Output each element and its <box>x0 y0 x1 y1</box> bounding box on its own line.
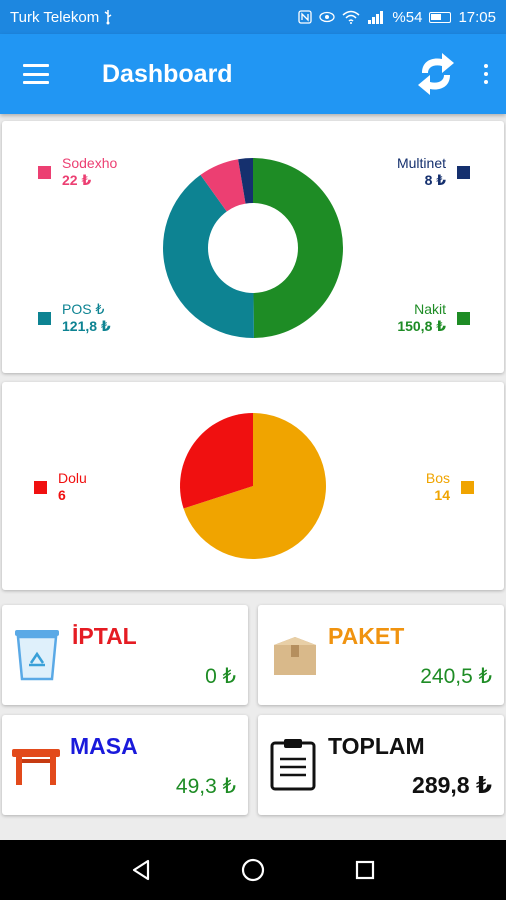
toplam-tile[interactable]: TOPLAM 289,8 ₺ <box>258 715 504 815</box>
tile-value: 49,3 ₺ <box>175 775 236 798</box>
legend-value: 150,8 ₺ <box>397 318 446 334</box>
system-nav-bar <box>0 840 506 900</box>
iptal-tile[interactable]: İPTAL 0 ₺ <box>2 605 248 705</box>
legend-nakit: Nakit 150,8 ₺ <box>397 301 470 335</box>
tile-label: TOPLAM <box>328 733 425 759</box>
pie-slice-sodexho[interactable] <box>200 159 246 212</box>
pie-slice-pos[interactable] <box>163 174 254 338</box>
pie-slice-nakit[interactable] <box>253 158 344 338</box>
clock: 17:05 <box>458 8 496 26</box>
legend-value: 8 ₺ <box>424 172 446 188</box>
legend-dolu: Dolu 6 <box>34 470 87 504</box>
legend-swatch <box>38 311 51 325</box>
table-occupancy-chart-card: Dolu 6 Bos 14 <box>2 382 504 590</box>
pie-slice-bos[interactable] <box>183 413 326 559</box>
wifi-icon <box>342 10 360 24</box>
battery-percent: %54 <box>392 8 423 26</box>
signal-icon <box>368 11 384 24</box>
home-icon <box>241 858 265 882</box>
home-button[interactable] <box>197 840 309 900</box>
battery-icon <box>429 11 452 23</box>
tile-value: 240,5 ₺ <box>420 665 492 688</box>
tile-value: 289,8 ₺ <box>412 772 492 798</box>
tile-value: 0 ₺ <box>205 665 236 688</box>
table-occupancy-pie-chart[interactable] <box>2 382 504 590</box>
legend-label: Sodexho <box>62 155 118 171</box>
paket-tile[interactable]: PAKET 240,5 ₺ <box>258 605 504 705</box>
app-bar: Dashboard <box>0 34 506 114</box>
menu-button[interactable] <box>0 34 72 114</box>
clipboard-icon <box>270 739 316 791</box>
legend-label: Dolu <box>58 470 87 486</box>
back-icon <box>132 859 150 881</box>
refresh-icon <box>418 53 454 95</box>
recents-button[interactable] <box>309 840 421 900</box>
tile-label: İPTAL <box>72 623 137 649</box>
legend-value: 22 ₺ <box>62 172 92 188</box>
legend-swatch <box>34 480 47 494</box>
legend-label: Nakit <box>414 301 446 317</box>
legend-value: 6 <box>58 487 66 503</box>
nfc-icon <box>298 10 313 24</box>
tile-label: MASA <box>70 733 138 759</box>
eye-icon <box>319 11 336 23</box>
legend-sodexho: Sodexho 22 ₺ <box>38 155 117 189</box>
usb-icon <box>104 10 112 25</box>
legend-multinet: Multinet 8 ₺ <box>397 155 470 189</box>
legend-value: 121,8 ₺ <box>62 318 111 334</box>
recents-icon <box>355 860 375 880</box>
table-icon <box>12 749 60 785</box>
pie-slice-multinet[interactable] <box>238 158 253 204</box>
payment-donut-chart[interactable] <box>2 121 504 373</box>
pie-slice-dolu[interactable] <box>180 413 253 509</box>
hamburger-icon <box>23 64 49 84</box>
legend-swatch <box>457 165 470 179</box>
legend-bos: Bos 14 <box>426 470 474 504</box>
legend-label: POS ₺ <box>62 301 105 317</box>
status-bar: Turk Telekom %54 17:05 <box>0 0 506 34</box>
legend-pos: POS ₺ 121,8 ₺ <box>38 301 111 335</box>
status-icons: %54 17:05 <box>298 9 496 26</box>
refresh-button[interactable] <box>406 34 466 114</box>
masa-tile[interactable]: MASA 49,3 ₺ <box>2 715 248 815</box>
carrier-name: Turk Telekom <box>10 8 100 26</box>
page-title: Dashboard <box>102 59 233 88</box>
back-button[interactable] <box>85 840 197 900</box>
payment-chart-card: Sodexho 22 ₺ Multinet 8 ₺ POS ₺ 121,8 ₺ … <box>2 121 504 373</box>
legend-swatch <box>461 480 474 494</box>
package-box-icon <box>274 637 316 675</box>
recycle-bin-icon <box>15 630 59 681</box>
legend-swatch <box>457 311 470 325</box>
more-options-button[interactable] <box>466 34 506 114</box>
legend-label: Bos <box>425 470 450 486</box>
legend-label: Multinet <box>396 155 446 171</box>
carrier-area: Turk Telekom <box>10 9 298 26</box>
legend-value: 14 <box>434 487 450 503</box>
tile-label: PAKET <box>328 623 405 649</box>
legend-swatch <box>38 165 51 179</box>
